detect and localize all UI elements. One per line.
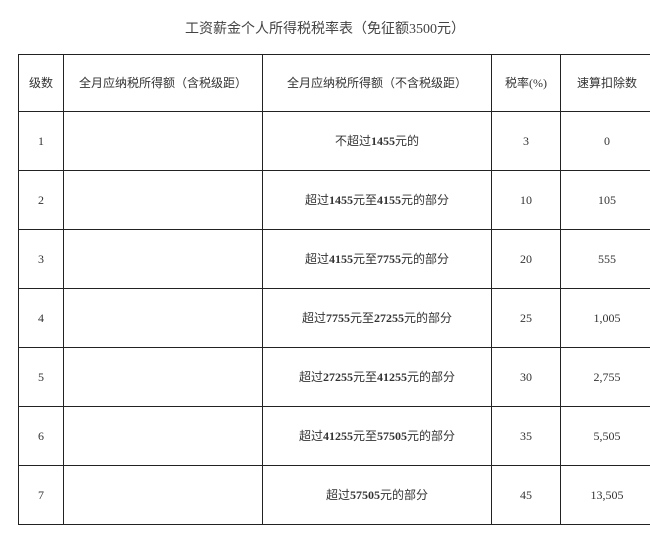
cell-excl: 超过41255元至57505元的部分 — [263, 407, 492, 466]
cell-deduct: 105 — [561, 171, 650, 230]
cell-rate: 20 — [492, 230, 561, 289]
cell-excl: 超过57505元的部分 — [263, 466, 492, 525]
cell-level: 1 — [19, 112, 64, 171]
table-row: 3 超过4155元至7755元的部分20555 — [19, 230, 650, 289]
table-row: 1 不超过1455元的30 — [19, 112, 650, 171]
cell-rate: 35 — [492, 407, 561, 466]
col-header-level: 级数 — [19, 55, 64, 112]
cell-deduct: 0 — [561, 112, 650, 171]
cell-deduct: 2,755 — [561, 348, 650, 407]
cell-level: 4 — [19, 289, 64, 348]
cell-deduct: 13,505 — [561, 466, 650, 525]
table-row: 2 超过1455元至4155元的部分10105 — [19, 171, 650, 230]
cell-rate: 3 — [492, 112, 561, 171]
cell-excl: 超过27255元至41255元的部分 — [263, 348, 492, 407]
cell-excl: 超过1455元至4155元的部分 — [263, 171, 492, 230]
cell-incl — [64, 466, 263, 525]
cell-level: 2 — [19, 171, 64, 230]
table-header-row: 级数 全月应纳税所得额（含税级距） 全月应纳税所得额（不含税级距） 税率(%) … — [19, 55, 650, 112]
table-row: 5 超过27255元至41255元的部分302,755 — [19, 348, 650, 407]
col-header-incl: 全月应纳税所得额（含税级距） — [64, 55, 263, 112]
cell-deduct: 1,005 — [561, 289, 650, 348]
cell-level: 3 — [19, 230, 64, 289]
cell-incl — [64, 289, 263, 348]
cell-rate: 45 — [492, 466, 561, 525]
col-header-deduct: 速算扣除数 — [561, 55, 650, 112]
cell-incl — [64, 407, 263, 466]
cell-deduct: 5,505 — [561, 407, 650, 466]
table-body: 1不超过1455元的302超过1455元至4155元的部分101053超过415… — [19, 112, 650, 525]
cell-rate: 30 — [492, 348, 561, 407]
cell-excl: 不超过1455元的 — [263, 112, 492, 171]
table-row: 4 超过7755元至27255元的部分251,005 — [19, 289, 650, 348]
cell-incl — [64, 112, 263, 171]
cell-excl: 超过7755元至27255元的部分 — [263, 289, 492, 348]
cell-incl — [64, 230, 263, 289]
cell-deduct: 555 — [561, 230, 650, 289]
cell-level: 7 — [19, 466, 64, 525]
col-header-excl: 全月应纳税所得额（不含税级距） — [263, 55, 492, 112]
cell-rate: 25 — [492, 289, 561, 348]
table-row: 6 超过41255元至57505元的部分355,505 — [19, 407, 650, 466]
tax-rate-table: 级数 全月应纳税所得额（含税级距） 全月应纳税所得额（不含税级距） 税率(%) … — [18, 54, 650, 525]
cell-level: 6 — [19, 407, 64, 466]
cell-incl — [64, 171, 263, 230]
cell-excl: 超过4155元至7755元的部分 — [263, 230, 492, 289]
cell-level: 5 — [19, 348, 64, 407]
cell-rate: 10 — [492, 171, 561, 230]
table-title: 工资薪金个人所得税税率表（免征额3500元） — [18, 18, 632, 38]
cell-incl — [64, 348, 263, 407]
col-header-rate: 税率(%) — [492, 55, 561, 112]
table-row: 7 超过57505元的部分4513,505 — [19, 466, 650, 525]
